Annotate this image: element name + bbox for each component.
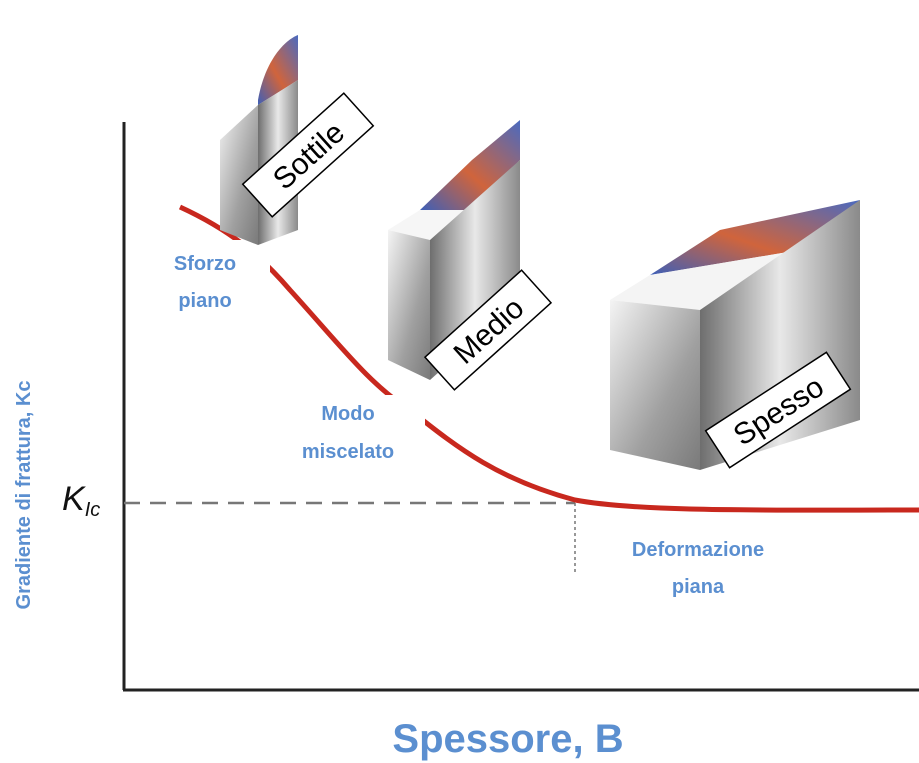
region-label: piano [178,290,231,312]
label-bg [595,520,805,605]
toughness-curve [178,204,919,513]
region-label: Modo [321,403,374,425]
specimen-thin [220,35,298,245]
specimen-medium [388,120,520,380]
region-label: piana [672,576,725,598]
region-label: miscelato [302,441,394,463]
tag: Sottile [241,92,375,218]
region-label: Sforzo [174,253,236,275]
label-bg [150,240,270,320]
x-axis-label: Spessore, B [392,717,623,761]
label-bg [275,395,425,475]
kic-main: K [62,480,86,518]
kic-sub: Ic [85,499,101,521]
region-label: Deformazione [632,539,764,561]
kic-label: KIc [62,480,100,521]
y-axis-label: Gradiente di frattura, Kc [13,381,35,610]
